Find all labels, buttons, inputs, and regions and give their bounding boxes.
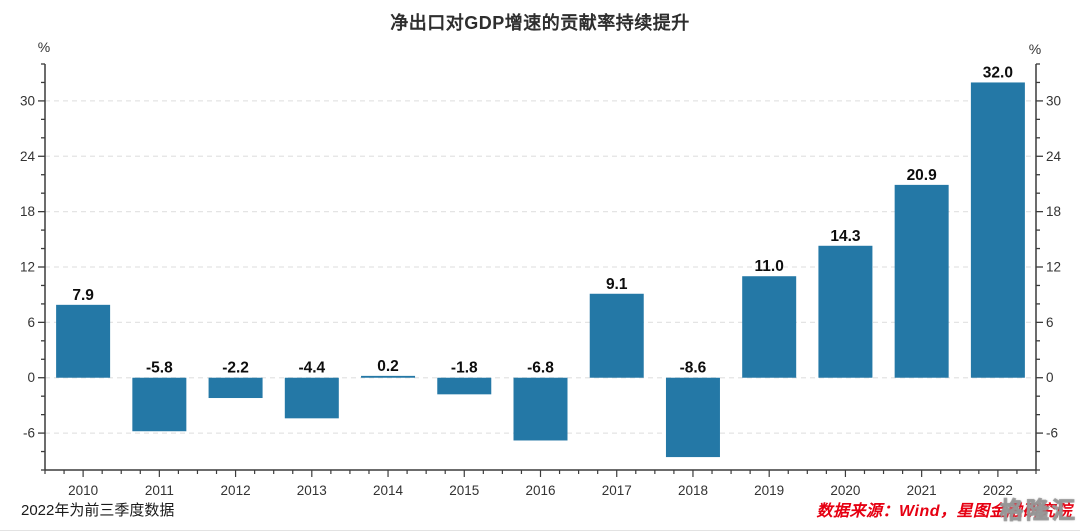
- y-tick-label: 24: [1046, 149, 1062, 164]
- y-tick-label: 12: [1046, 260, 1061, 275]
- y-tick-label: 12: [20, 260, 35, 275]
- bar-value-label: 9.1: [606, 276, 628, 293]
- bar-value-label: -6.8: [527, 360, 554, 377]
- bar-value-label: -5.8: [146, 360, 173, 377]
- x-tick-label: 2020: [830, 483, 860, 498]
- bar: [132, 377, 187, 432]
- y-axis-unit-right: %: [1029, 41, 1041, 57]
- bar: [894, 184, 949, 378]
- bar: [361, 375, 416, 378]
- bar-value-label: -2.2: [222, 360, 249, 377]
- y-tick-label: 18: [20, 204, 35, 219]
- bar: [56, 304, 111, 378]
- bar: [437, 377, 492, 395]
- y-tick-label: 0: [27, 370, 35, 385]
- x-tick-label: 2011: [145, 483, 174, 498]
- x-tick-label: 2014: [373, 483, 404, 498]
- bar-value-label: 32.0: [983, 64, 1013, 81]
- x-tick-label: 2010: [68, 483, 98, 498]
- bar-value-label: -8.6: [680, 360, 707, 377]
- y-axis-unit-left: %: [38, 39, 50, 55]
- x-tick-label: 2013: [297, 483, 327, 498]
- y-tick-label: 30: [20, 93, 35, 108]
- x-tick-label: 2021: [907, 483, 937, 498]
- bar-value-label: 14.3: [830, 228, 861, 245]
- x-tick-label: 2019: [754, 483, 784, 498]
- bar-value-label: 0.2: [377, 358, 399, 375]
- x-tick-label: 2016: [525, 483, 555, 498]
- y-tick-label: -6: [1046, 426, 1058, 441]
- bar-value-label: 7.9: [72, 287, 94, 304]
- data-source-note: 数据来源：Wind，星图金融研究院: [816, 503, 1072, 520]
- bar: [513, 377, 568, 441]
- bar: [818, 245, 873, 378]
- bar-value-label: -4.4: [298, 360, 325, 377]
- y-tick-label: 0: [1046, 370, 1054, 385]
- chart-title: 净出口对GDP增速的贡献率持续提升: [390, 13, 690, 33]
- y-tick-label: 6: [27, 315, 35, 330]
- bar-value-label: 11.0: [755, 258, 784, 275]
- bar: [742, 276, 797, 378]
- x-tick-label: 2015: [449, 483, 479, 498]
- x-tick-label: 2022: [983, 483, 1013, 498]
- chart-footnote: 2022年为前三季度数据: [21, 502, 175, 519]
- x-tick-label: 2017: [602, 483, 632, 498]
- y-tick-label: 24: [20, 149, 36, 164]
- y-tick-label: 18: [1046, 204, 1061, 219]
- bar-value-label: 20.9: [907, 167, 938, 184]
- y-tick-label: 6: [1046, 315, 1054, 330]
- y-tick-label: -6: [23, 426, 35, 441]
- bar: [284, 377, 339, 419]
- x-tick-label: 2012: [221, 483, 251, 498]
- bar: [208, 377, 263, 399]
- bar: [589, 293, 644, 378]
- y-tick-label: 30: [1046, 93, 1061, 108]
- bar: [970, 82, 1025, 378]
- x-tick-label: 2018: [678, 483, 708, 498]
- bar-value-label: -1.8: [451, 360, 478, 377]
- bar: [665, 377, 720, 458]
